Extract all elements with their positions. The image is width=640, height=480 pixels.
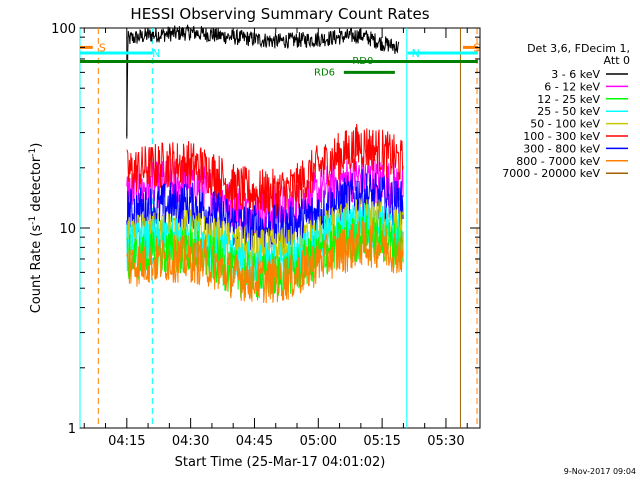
x-tick-label-0: 04:15 [108,434,145,449]
marker-label-2: N [152,47,160,60]
series-7 [126,219,404,304]
legend-header-2: Att 0 [604,54,630,67]
x-axis-label: Start Time (25-Mar-17 04:01:02) [175,455,386,470]
x-tick-label-3: 05:00 [300,434,337,449]
marker-label-0: S [99,41,106,54]
date-stamp: 9-Nov-2017 09:04 [564,467,636,476]
green-bar-label-1: RD0 [352,56,373,67]
legend-label-8: 7000 - 20000 keV [502,167,600,180]
legend-label-1: 6 - 12 keV [544,80,600,93]
series-group [126,24,404,304]
legend-label-3: 25 - 50 keV [537,105,600,118]
y-axis-label: Count Rate (s-1 detector-1) [28,143,44,314]
chart-title: HESSI Observing Summary Count Rates [130,5,429,23]
series-3 [126,169,404,253]
legend-label-2: 12 - 25 keV [537,93,600,106]
x-tick-label-5: 05:30 [427,434,464,449]
series-2 [126,123,404,217]
marker-label-3: N [412,47,420,60]
legend-label-0: 3 - 6 keV [551,68,600,81]
legend-label-4: 50 - 100 keV [530,118,600,131]
y-tick-label-0: 1 [68,422,76,437]
x-tick-label-4: 05:15 [363,434,400,449]
y-axis-ticks: 1 10 100 [51,22,480,437]
y-tick-label-1: 10 [59,222,76,237]
series-0 [126,24,400,137]
legend-header-1: Det 3,6, FDecim 1, [527,42,630,55]
legend-label-5: 100 - 300 keV [523,130,600,143]
x-tick-label-1: 04:30 [172,434,209,449]
green-bar-label-2: RD6 [314,67,335,78]
legend-label-7: 800 - 7000 keV [516,155,600,168]
y-tick-label-2: 100 [51,22,76,37]
x-tick-label-2: 04:45 [236,434,273,449]
legend-label-6: 300 - 800 keV [523,142,600,155]
annotations: SSNNRD0RD6 [80,41,480,78]
y-axis-label-sup2: -1 [28,148,38,157]
x-axis-ticks: 04:15 04:30 04:45 05:00 05:15 05:30 [83,28,468,449]
